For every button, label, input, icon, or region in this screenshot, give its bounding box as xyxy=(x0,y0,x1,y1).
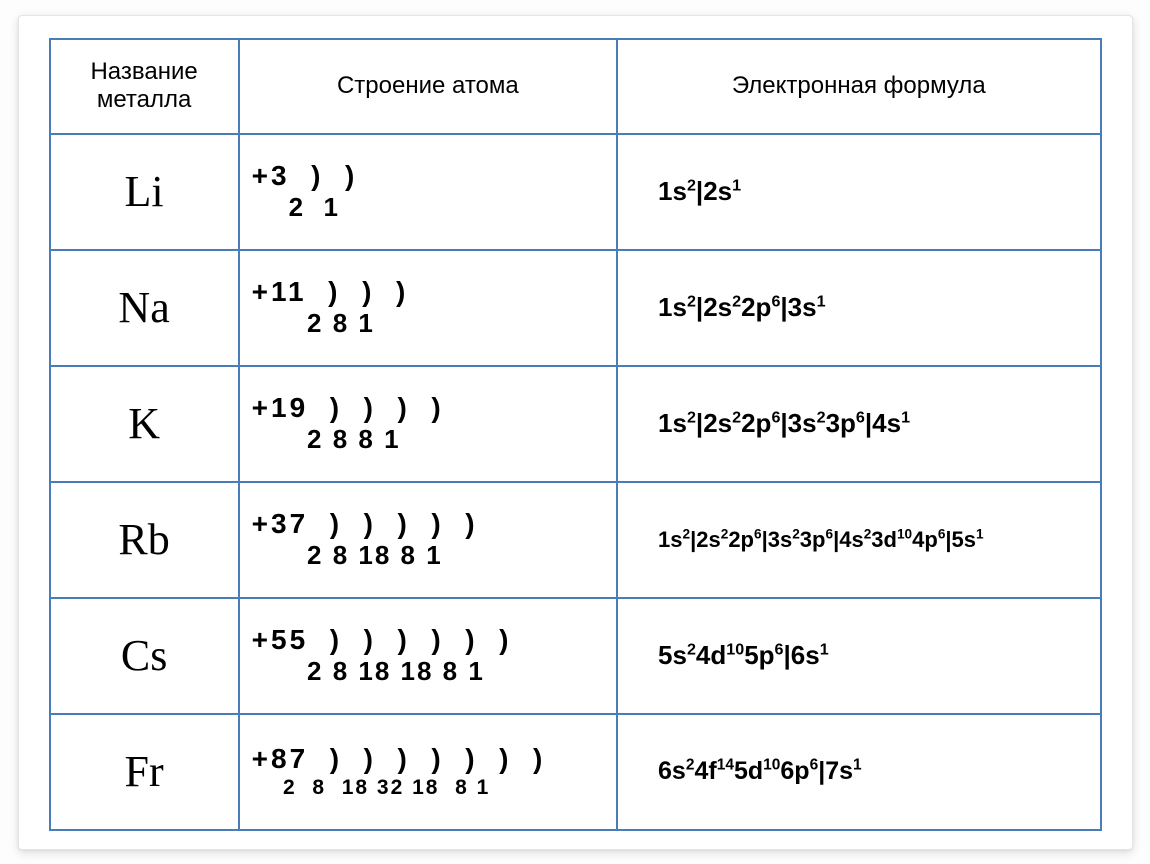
metal-symbol: Fr xyxy=(50,714,239,830)
metal-symbol: K xyxy=(50,366,239,482)
electron-formula: 5s24d105p6|6s1 xyxy=(617,598,1100,714)
col-header-formula: Электронная формула xyxy=(617,39,1100,134)
shell-electrons-line: 2 8 1 xyxy=(252,309,602,339)
atom-structure: +37 ) ) ) ) ) 2 8 18 8 1 xyxy=(239,482,617,598)
table-card: Название металла Строение атома Электрон… xyxy=(18,15,1133,850)
atom-structure: +3 ) ) 2 1 xyxy=(239,134,617,250)
nucleus-shells-line: +87 ) ) ) ) ) ) ) xyxy=(252,743,602,775)
atom-structure: +19 ) ) ) ) 2 8 8 1 xyxy=(239,366,617,482)
shell-electrons-line: 2 8 18 8 1 xyxy=(252,541,602,571)
metal-symbol: Na xyxy=(50,250,239,366)
nucleus-shells-line: +19 ) ) ) ) xyxy=(252,392,602,424)
electron-formula: 1s2|2s1 xyxy=(617,134,1100,250)
col-header-structure: Строение атома xyxy=(239,39,617,134)
atom-structure: +55 ) ) ) ) ) ) 2 8 18 18 8 1 xyxy=(239,598,617,714)
electron-formula: 1s2|2s22p6|3s1 xyxy=(617,250,1100,366)
electron-formula: 6s24f145d106p6|7s1 xyxy=(617,714,1100,830)
electron-formula: 1s2|2s22p6|3s23p6|4s1 xyxy=(617,366,1100,482)
table-header-row: Название металла Строение атома Электрон… xyxy=(50,39,1101,134)
table-row: Cs+55 ) ) ) ) ) ) 2 8 18 18 8 15s24d105p… xyxy=(50,598,1101,714)
metal-symbol: Rb xyxy=(50,482,239,598)
shell-electrons-line: 2 1 xyxy=(252,193,602,223)
nucleus-shells-line: +3 ) ) xyxy=(252,160,602,192)
metals-table: Название металла Строение атома Электрон… xyxy=(49,38,1102,831)
electron-formula: 1s2|2s22p6|3s23p6|4s23d104p6|5s1 xyxy=(617,482,1100,598)
shell-electrons-line: 2 8 18 32 18 8 1 xyxy=(252,776,602,800)
table-body: Li+3 ) ) 2 11s2|2s1Na+11 ) ) ) 2 8 11s2|… xyxy=(50,134,1101,830)
table-row: K+19 ) ) ) ) 2 8 8 11s2|2s22p6|3s23p6|4s… xyxy=(50,366,1101,482)
shell-electrons-line: 2 8 18 18 8 1 xyxy=(252,657,602,687)
atom-structure: +11 ) ) ) 2 8 1 xyxy=(239,250,617,366)
nucleus-shells-line: +11 ) ) ) xyxy=(252,276,602,308)
table-row: Na+11 ) ) ) 2 8 11s2|2s22p6|3s1 xyxy=(50,250,1101,366)
shell-electrons-line: 2 8 8 1 xyxy=(252,425,602,455)
metal-symbol: Li xyxy=(50,134,239,250)
table-row: Li+3 ) ) 2 11s2|2s1 xyxy=(50,134,1101,250)
table-row: Fr+87 ) ) ) ) ) ) ) 2 8 18 32 18 8 16s24… xyxy=(50,714,1101,830)
col-header-name: Название металла xyxy=(50,39,239,134)
metal-symbol: Cs xyxy=(50,598,239,714)
table-row: Rb+37 ) ) ) ) ) 2 8 18 8 11s2|2s22p6|3s2… xyxy=(50,482,1101,598)
nucleus-shells-line: +55 ) ) ) ) ) ) xyxy=(252,624,602,656)
atom-structure: +87 ) ) ) ) ) ) ) 2 8 18 32 18 8 1 xyxy=(239,714,617,830)
nucleus-shells-line: +37 ) ) ) ) ) xyxy=(252,508,602,540)
